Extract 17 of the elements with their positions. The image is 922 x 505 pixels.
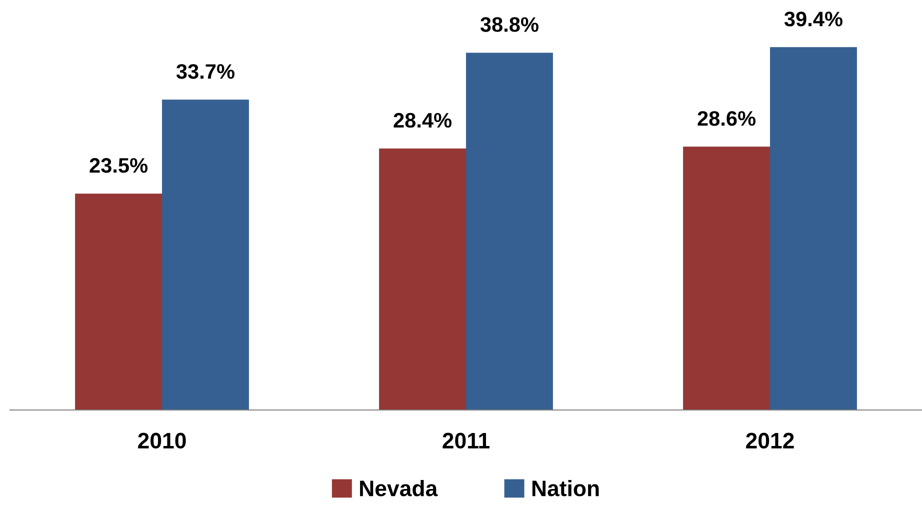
legend-label: Nevada <box>360 480 438 496</box>
x-tick-label: 2010 <box>138 432 186 449</box>
bar <box>466 52 553 410</box>
bar <box>683 146 770 410</box>
legend-label: Nation <box>532 480 599 496</box>
data-label: 39.4% <box>784 12 842 26</box>
bar <box>770 47 857 410</box>
data-label: 38.8% <box>480 17 538 32</box>
bar <box>162 100 249 410</box>
data-label: 28.4% <box>394 112 452 128</box>
x-tick-label: 2011 <box>442 432 490 449</box>
data-label: 23.5% <box>90 158 148 173</box>
data-label: 33.7% <box>176 64 234 79</box>
data-label: 28.6% <box>698 111 756 126</box>
bar <box>379 148 466 410</box>
x-tick-label: 2012 <box>746 432 794 449</box>
bar <box>75 194 162 410</box>
